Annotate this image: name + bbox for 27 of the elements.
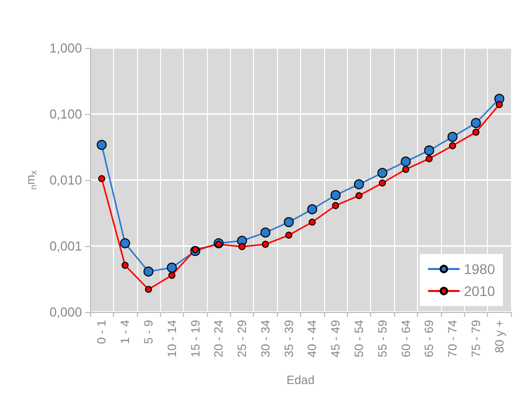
x-tick-label: 50 - 54	[352, 320, 366, 358]
x-axis-title: Edad	[286, 373, 315, 387]
x-tick-label: 15 - 19	[188, 320, 202, 358]
x-tick-label: 1 - 4	[118, 320, 132, 344]
y-tick-label: 0,010	[49, 172, 82, 188]
x-tick-label: 40 - 44	[305, 320, 320, 358]
y-axis-title: nmx	[24, 170, 38, 190]
x-tick-label: 70 - 74	[446, 320, 460, 358]
x-tick-label: 25 - 29	[235, 320, 250, 358]
y-tick-label: 0,100	[49, 106, 82, 122]
x-tick-label: 65 - 69	[422, 320, 436, 358]
x-tick-label: 35 - 39	[282, 320, 296, 358]
x-tick-label: 0 - 1	[94, 320, 109, 344]
y-tick-label: 1,000	[49, 40, 82, 56]
x-tick-label: 20 - 24	[212, 320, 226, 358]
x-tick-label: 5 - 9	[141, 320, 156, 344]
x-tick-label: 60 - 64	[398, 320, 413, 358]
x-tick-label: 30 - 34	[258, 320, 272, 358]
x-tick-label: 75 - 79	[468, 320, 483, 358]
y-tick-label: 0,001	[49, 238, 82, 254]
x-tick-label: 55 - 59	[375, 320, 390, 358]
x-tick-label: 10 - 14	[164, 320, 179, 358]
x-tick-label: 45 - 49	[328, 320, 343, 358]
y-tick-label: 0,000	[49, 304, 82, 320]
legend-label: 2010	[464, 283, 496, 299]
x-tick-label: 80 y +	[492, 320, 506, 354]
legend-label: 1980	[464, 261, 496, 277]
